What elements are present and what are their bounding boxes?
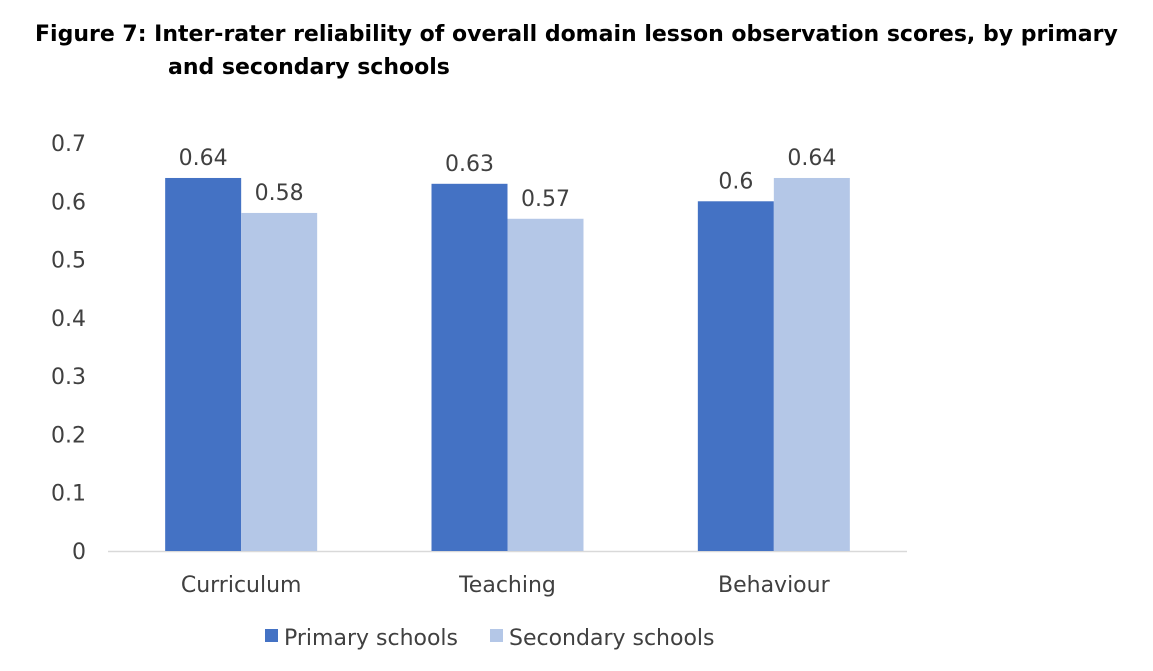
x-category-label: Curriculum — [181, 573, 302, 598]
legend-label: Primary schools — [284, 626, 458, 651]
bar-secondary — [241, 212, 318, 551]
bar-secondary — [773, 177, 850, 551]
data-label: 0.57 — [521, 187, 570, 212]
y-tick-label: 0.1 — [51, 482, 86, 507]
data-label: 0.63 — [445, 152, 494, 177]
y-tick-label: 0.2 — [51, 423, 86, 448]
data-label: 0.64 — [179, 146, 228, 171]
y-tick-label: 0.5 — [51, 249, 86, 274]
legend-label: Secondary schools — [509, 626, 715, 651]
y-tick-label: 0 — [72, 540, 86, 565]
chart-title-line-2: and secondary schools — [168, 55, 450, 80]
legend-swatch — [490, 629, 503, 642]
bar-primary — [697, 201, 774, 552]
data-label: 0.6 — [718, 169, 753, 194]
y-tick-label: 0.4 — [51, 307, 86, 332]
y-tick-label: 0.7 — [51, 132, 86, 157]
data-label: 0.58 — [255, 181, 304, 206]
bar-primary — [165, 177, 242, 551]
bar-secondary — [507, 218, 584, 551]
x-category-label: Behaviour — [718, 573, 831, 598]
y-tick-label: 0.6 — [51, 190, 86, 215]
y-tick-label: 0.3 — [51, 365, 86, 390]
chart-title-line-1: Figure 7: Inter-rater reliability of ove… — [35, 22, 1118, 47]
data-label: 0.64 — [787, 146, 836, 171]
bar-primary — [431, 183, 508, 552]
x-category-label: Teaching — [458, 573, 556, 598]
legend-swatch — [265, 629, 278, 642]
